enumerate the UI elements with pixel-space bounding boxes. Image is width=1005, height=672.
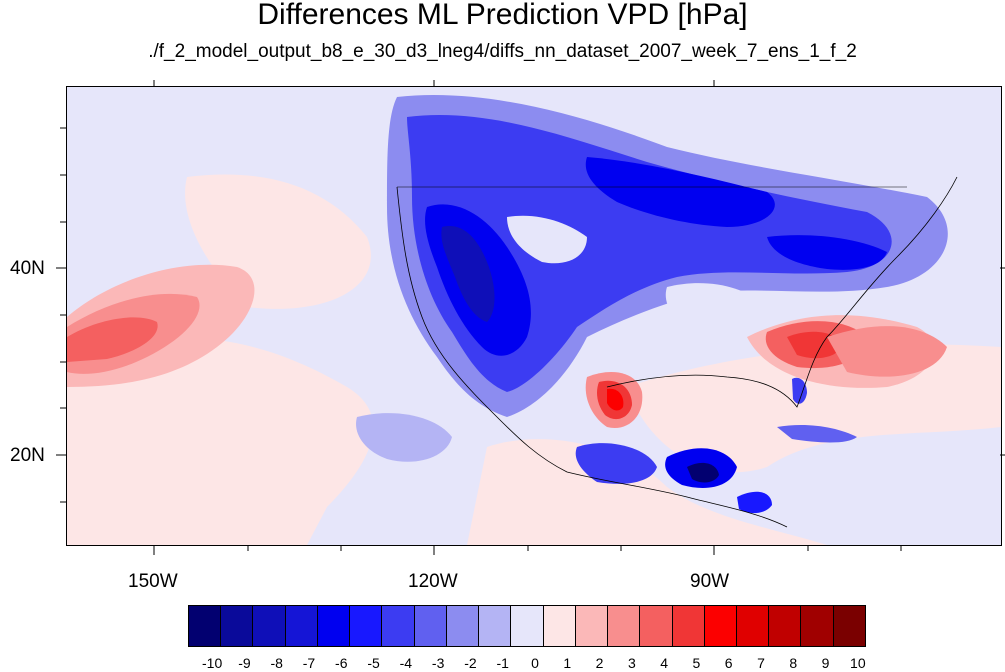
colorbar-swatch bbox=[672, 606, 705, 646]
colorbar-label: -8 bbox=[270, 655, 283, 671]
colorbar-label: 5 bbox=[692, 655, 701, 671]
colorbar-label: -9 bbox=[238, 655, 251, 671]
colorbar-swatch bbox=[382, 606, 415, 646]
colorbar-label: -10 bbox=[202, 655, 223, 671]
lon-label-150w: 150W bbox=[128, 571, 178, 592]
lat-label-40n: 40N bbox=[10, 258, 45, 279]
colorbar-label: -2 bbox=[464, 655, 477, 671]
colorbar-swatch bbox=[479, 606, 512, 646]
colorbar-swatch bbox=[511, 606, 544, 646]
colorbar-swatch bbox=[575, 606, 609, 646]
colorbar-swatch bbox=[414, 606, 447, 646]
colorbar-label: 10 bbox=[850, 655, 866, 671]
colorbar-swatch bbox=[189, 606, 222, 646]
lon-label-120w: 120W bbox=[408, 571, 458, 592]
chart-subtitle: ./f_2_model_output_b8_e_30_d3_lneg4/diff… bbox=[148, 41, 857, 62]
colorbar-label: -3 bbox=[431, 655, 445, 671]
colorbar-label: 2 bbox=[595, 655, 604, 671]
colorbar-label: 3 bbox=[627, 655, 636, 671]
colorbar bbox=[188, 605, 866, 647]
colorbar-label: -7 bbox=[302, 655, 316, 671]
chart-title: Differences ML Prediction VPD [hPa] bbox=[257, 0, 748, 31]
lon-label-90w: 90W bbox=[690, 571, 730, 592]
colorbar-label: 0 bbox=[531, 655, 539, 671]
colorbar-swatch bbox=[608, 606, 641, 646]
colorbar-label: 1 bbox=[563, 655, 572, 671]
colorbar-label: -4 bbox=[399, 655, 413, 671]
colorbar-label: 7 bbox=[757, 655, 765, 671]
colorbar-swatch bbox=[350, 606, 383, 646]
colorbar-swatch bbox=[801, 606, 834, 646]
lat-label-20n: 20N bbox=[10, 445, 45, 466]
colorbar-swatch bbox=[704, 606, 737, 646]
colorbar-label: 8 bbox=[789, 655, 798, 671]
colorbar-swatch bbox=[285, 606, 318, 646]
colorbar-swatch bbox=[446, 606, 480, 646]
colorbar-label: -6 bbox=[335, 655, 348, 671]
colorbar-swatch bbox=[317, 606, 351, 646]
map-panel bbox=[66, 86, 1002, 546]
colorbar-label: 4 bbox=[660, 655, 669, 671]
colorbar-swatch bbox=[833, 606, 865, 646]
colorbar-label: 9 bbox=[821, 655, 830, 671]
colorbar-swatch bbox=[640, 606, 673, 646]
colorbar-swatch bbox=[543, 606, 576, 646]
colorbar-swatch bbox=[253, 606, 286, 646]
map-field bbox=[67, 87, 1001, 545]
colorbar-swatch bbox=[736, 606, 770, 646]
colorbar-label: -5 bbox=[367, 655, 380, 671]
colorbar-swatch bbox=[769, 606, 802, 646]
colorbar-swatch bbox=[221, 606, 254, 646]
colorbar-label: 6 bbox=[724, 655, 733, 671]
colorbar-label: -1 bbox=[496, 655, 509, 671]
